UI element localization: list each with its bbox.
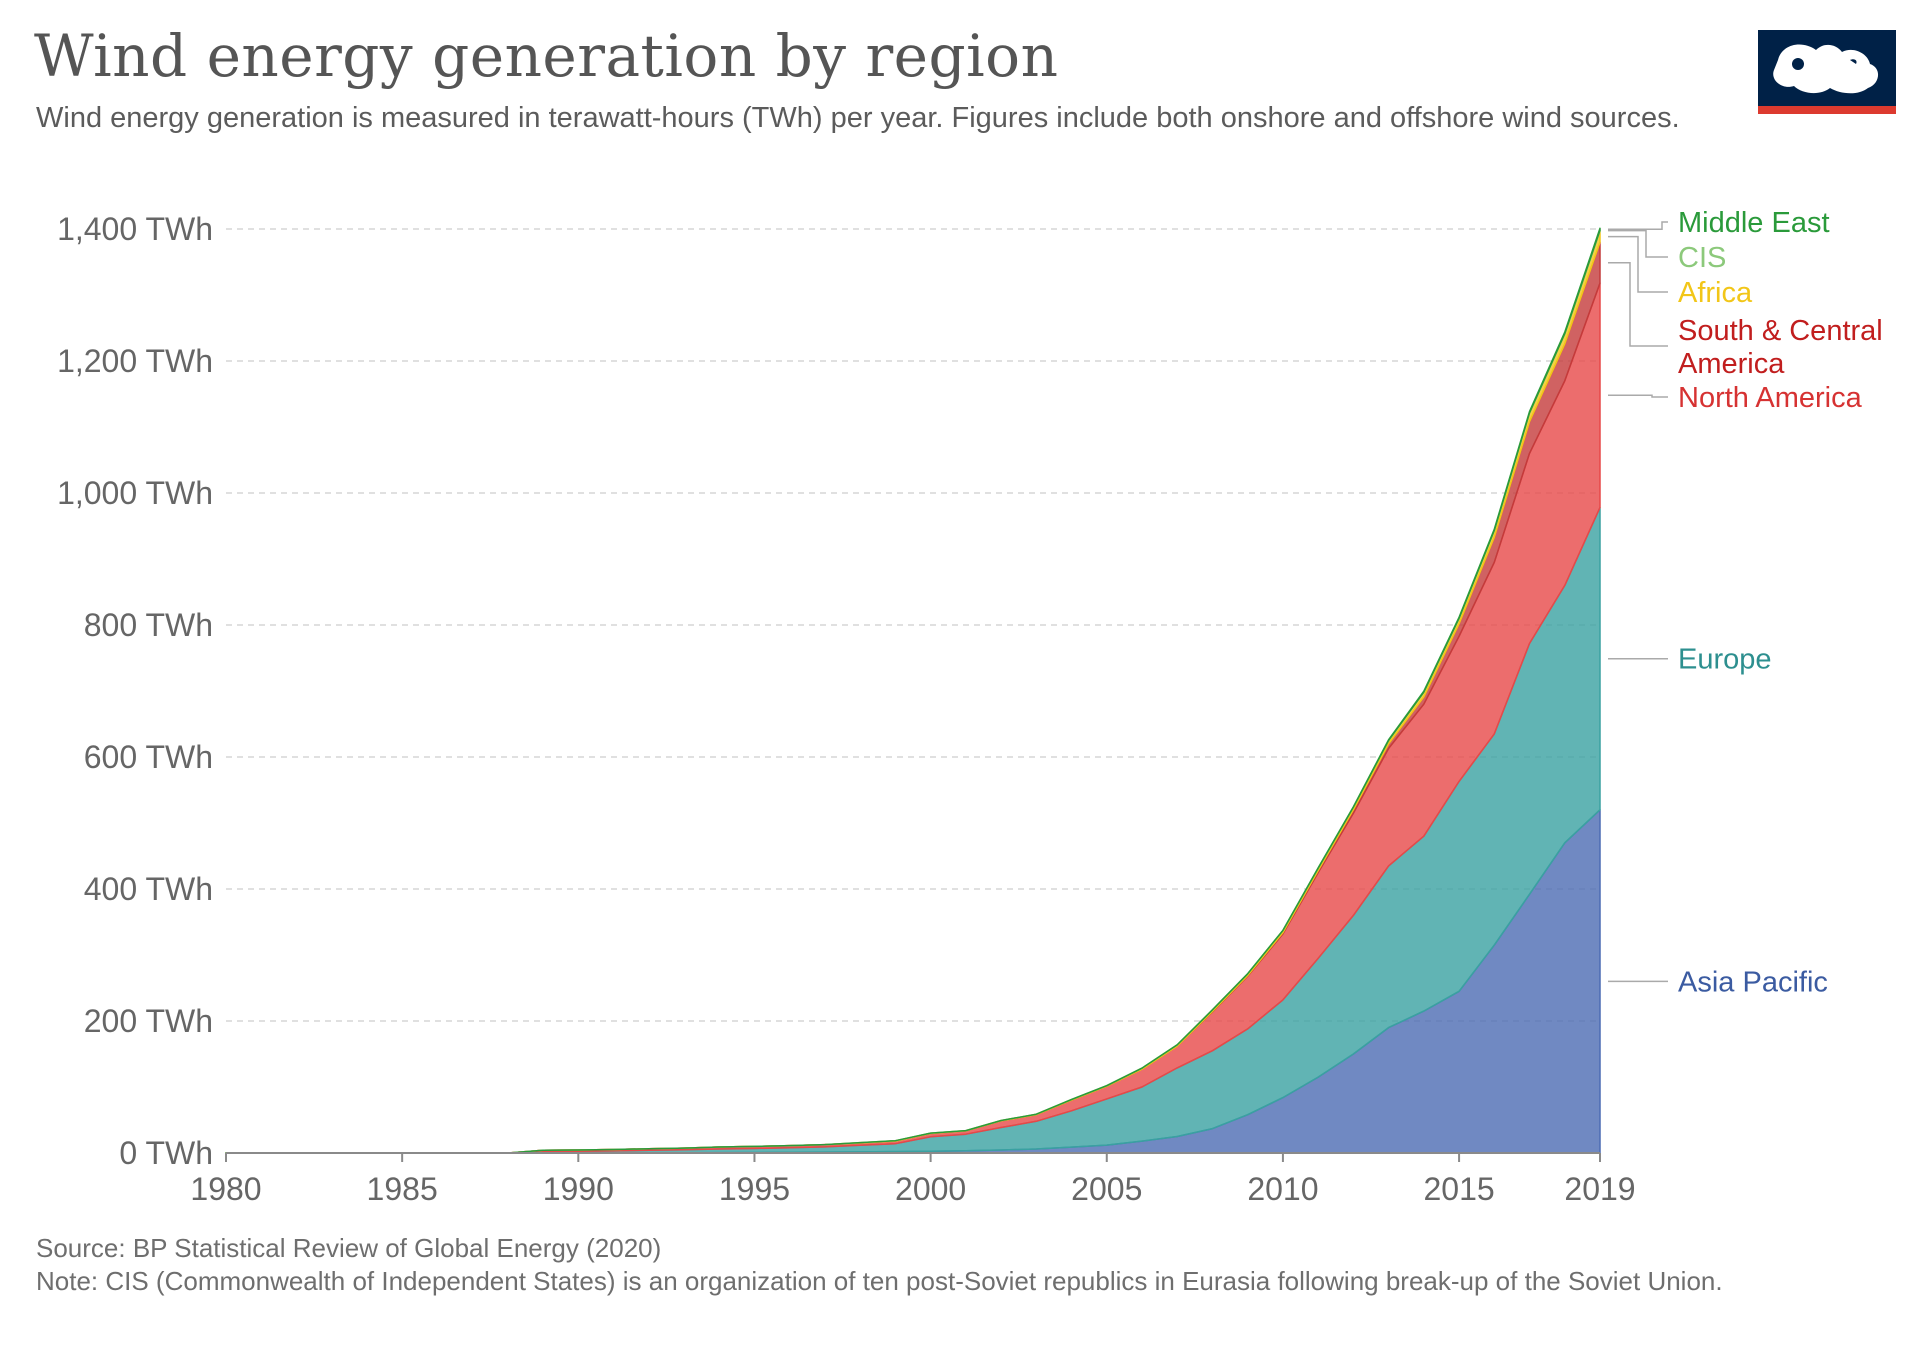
our-world-in-data-logo[interactable] (1758, 30, 1896, 114)
chart-subtitle: Wind energy generation is measured in te… (36, 102, 1680, 134)
y-tick-label: 200 TWh (84, 1003, 213, 1039)
x-tick-label: 2005 (1071, 1171, 1142, 1207)
leader-line (1608, 235, 1668, 293)
definition-note: Note: CIS (Commonwealth of Independent S… (36, 1266, 1723, 1296)
chart-title: Wind energy generation by region (34, 22, 1059, 90)
y-tick-label: 600 TWh (84, 739, 213, 775)
y-tick-label: 0 TWh (119, 1135, 213, 1171)
y-tick-label: 1,400 TWh (57, 211, 213, 247)
x-tick-label: 1995 (719, 1171, 790, 1207)
legend-label-cis[interactable]: CIS (1678, 242, 1726, 274)
y-tick-label: 800 TWh (84, 607, 213, 643)
area-middle-east[interactable] (225, 227, 1601, 1154)
stacked-area-chart: 0 TWh 200 TWh 400 TWh 600 TWh 800 TWh 1,000 T… (57, 207, 1883, 1207)
x-tick-label: 2010 (1247, 1171, 1318, 1207)
x-tick-label: 2015 (1423, 1171, 1494, 1207)
y-tick-label: 1,000 TWh (57, 475, 213, 511)
leader-line (1608, 261, 1668, 347)
legend-label-africa[interactable]: Africa (1678, 277, 1753, 309)
legend-label-north-america[interactable]: North America (1678, 382, 1863, 414)
x-tick-label: 1985 (367, 1171, 438, 1207)
x-tick-label: 2000 (895, 1171, 966, 1207)
x-tick-label: 1980 (190, 1171, 261, 1207)
leader-line (1608, 229, 1668, 258)
y-tick-label: 1,200 TWh (57, 343, 213, 379)
y-tick-label: 400 TWh (84, 871, 213, 907)
leader-line (1608, 221, 1668, 231)
chart-footer: Source: BP Statistical Review of Global … (36, 1232, 1876, 1298)
leader-line (1608, 394, 1668, 398)
legend-label-asia-pacific[interactable]: Asia Pacific (1678, 966, 1828, 998)
x-tick-label: 2019 (1564, 1171, 1635, 1207)
legend-label-south-central-america[interactable]: South & Central America (1678, 315, 1883, 380)
legend-label-europe[interactable]: Europe (1678, 644, 1772, 676)
legend-label-middle-east[interactable]: Middle East (1678, 207, 1830, 239)
source-note: Source: BP Statistical Review of Global … (36, 1233, 662, 1263)
x-tick-label: 1990 (543, 1171, 614, 1207)
